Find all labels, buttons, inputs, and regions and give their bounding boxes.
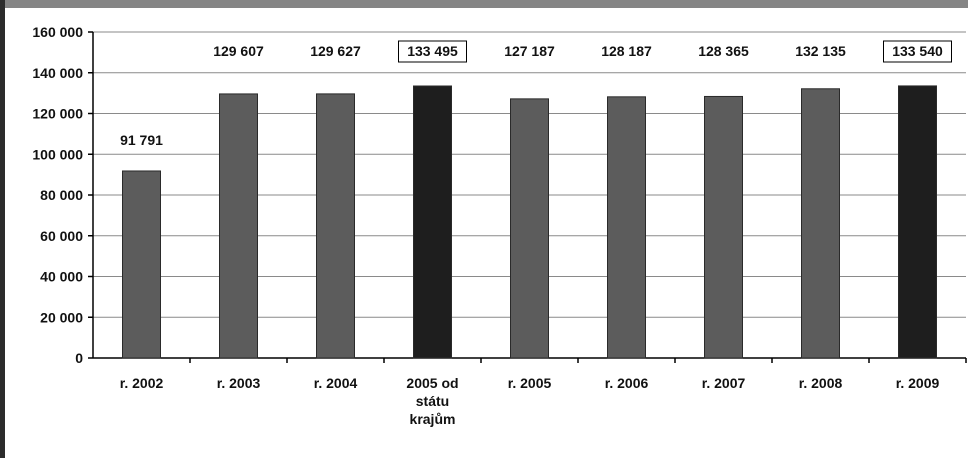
data-label: 133 540 — [892, 43, 943, 59]
x-tick-label: krajům — [410, 411, 456, 427]
y-tick-label: 120 000 — [32, 106, 83, 122]
y-tick-label: 0 — [75, 350, 83, 366]
data-label: 132 135 — [795, 43, 846, 59]
x-tick-label: r. 2004 — [314, 375, 358, 391]
x-tick-label: 2005 od — [406, 375, 458, 391]
x-tick-label: r. 2006 — [605, 375, 649, 391]
bar — [413, 85, 452, 359]
data-label-box — [398, 40, 467, 63]
caption-strip — [5, 0, 968, 8]
x-tick-label: r. 2008 — [799, 375, 843, 391]
y-tick-label: 160 000 — [32, 24, 83, 40]
x-tick-label: r. 2007 — [702, 375, 746, 391]
data-label: 129 627 — [310, 43, 361, 59]
bar — [704, 95, 743, 359]
bar — [219, 93, 258, 359]
y-tick-label: 80 000 — [40, 187, 83, 203]
bar — [898, 85, 937, 359]
bar — [510, 98, 549, 359]
data-label-box — [883, 40, 952, 63]
bar — [801, 88, 840, 359]
data-label: 91 791 — [120, 132, 163, 148]
x-tick-label: státu — [416, 393, 449, 409]
x-tick-label: r. 2005 — [508, 375, 552, 391]
data-label: 129 607 — [213, 43, 264, 59]
bar — [122, 170, 161, 359]
bar — [607, 96, 646, 359]
y-tick-label: 60 000 — [40, 228, 83, 244]
bar-chart: 0 20 000 40 000 60 000 80 000 100 000 120 000 1… — [32, 24, 967, 427]
y-tick-label: 100 000 — [32, 146, 83, 162]
y-tick-label: 40 000 — [40, 269, 83, 285]
data-label: 133 495 — [407, 43, 458, 59]
data-label: 128 187 — [601, 43, 652, 59]
x-tick-label: r. 2002 — [120, 375, 164, 391]
bar — [316, 93, 355, 359]
y-tick-label: 20 000 — [40, 309, 83, 325]
x-tick-label: r. 2003 — [217, 375, 261, 391]
x-tick-label: r. 2009 — [896, 375, 940, 391]
y-tick-label: 140 000 — [32, 65, 83, 81]
data-label: 128 365 — [698, 43, 749, 59]
data-label: 127 187 — [504, 43, 555, 59]
